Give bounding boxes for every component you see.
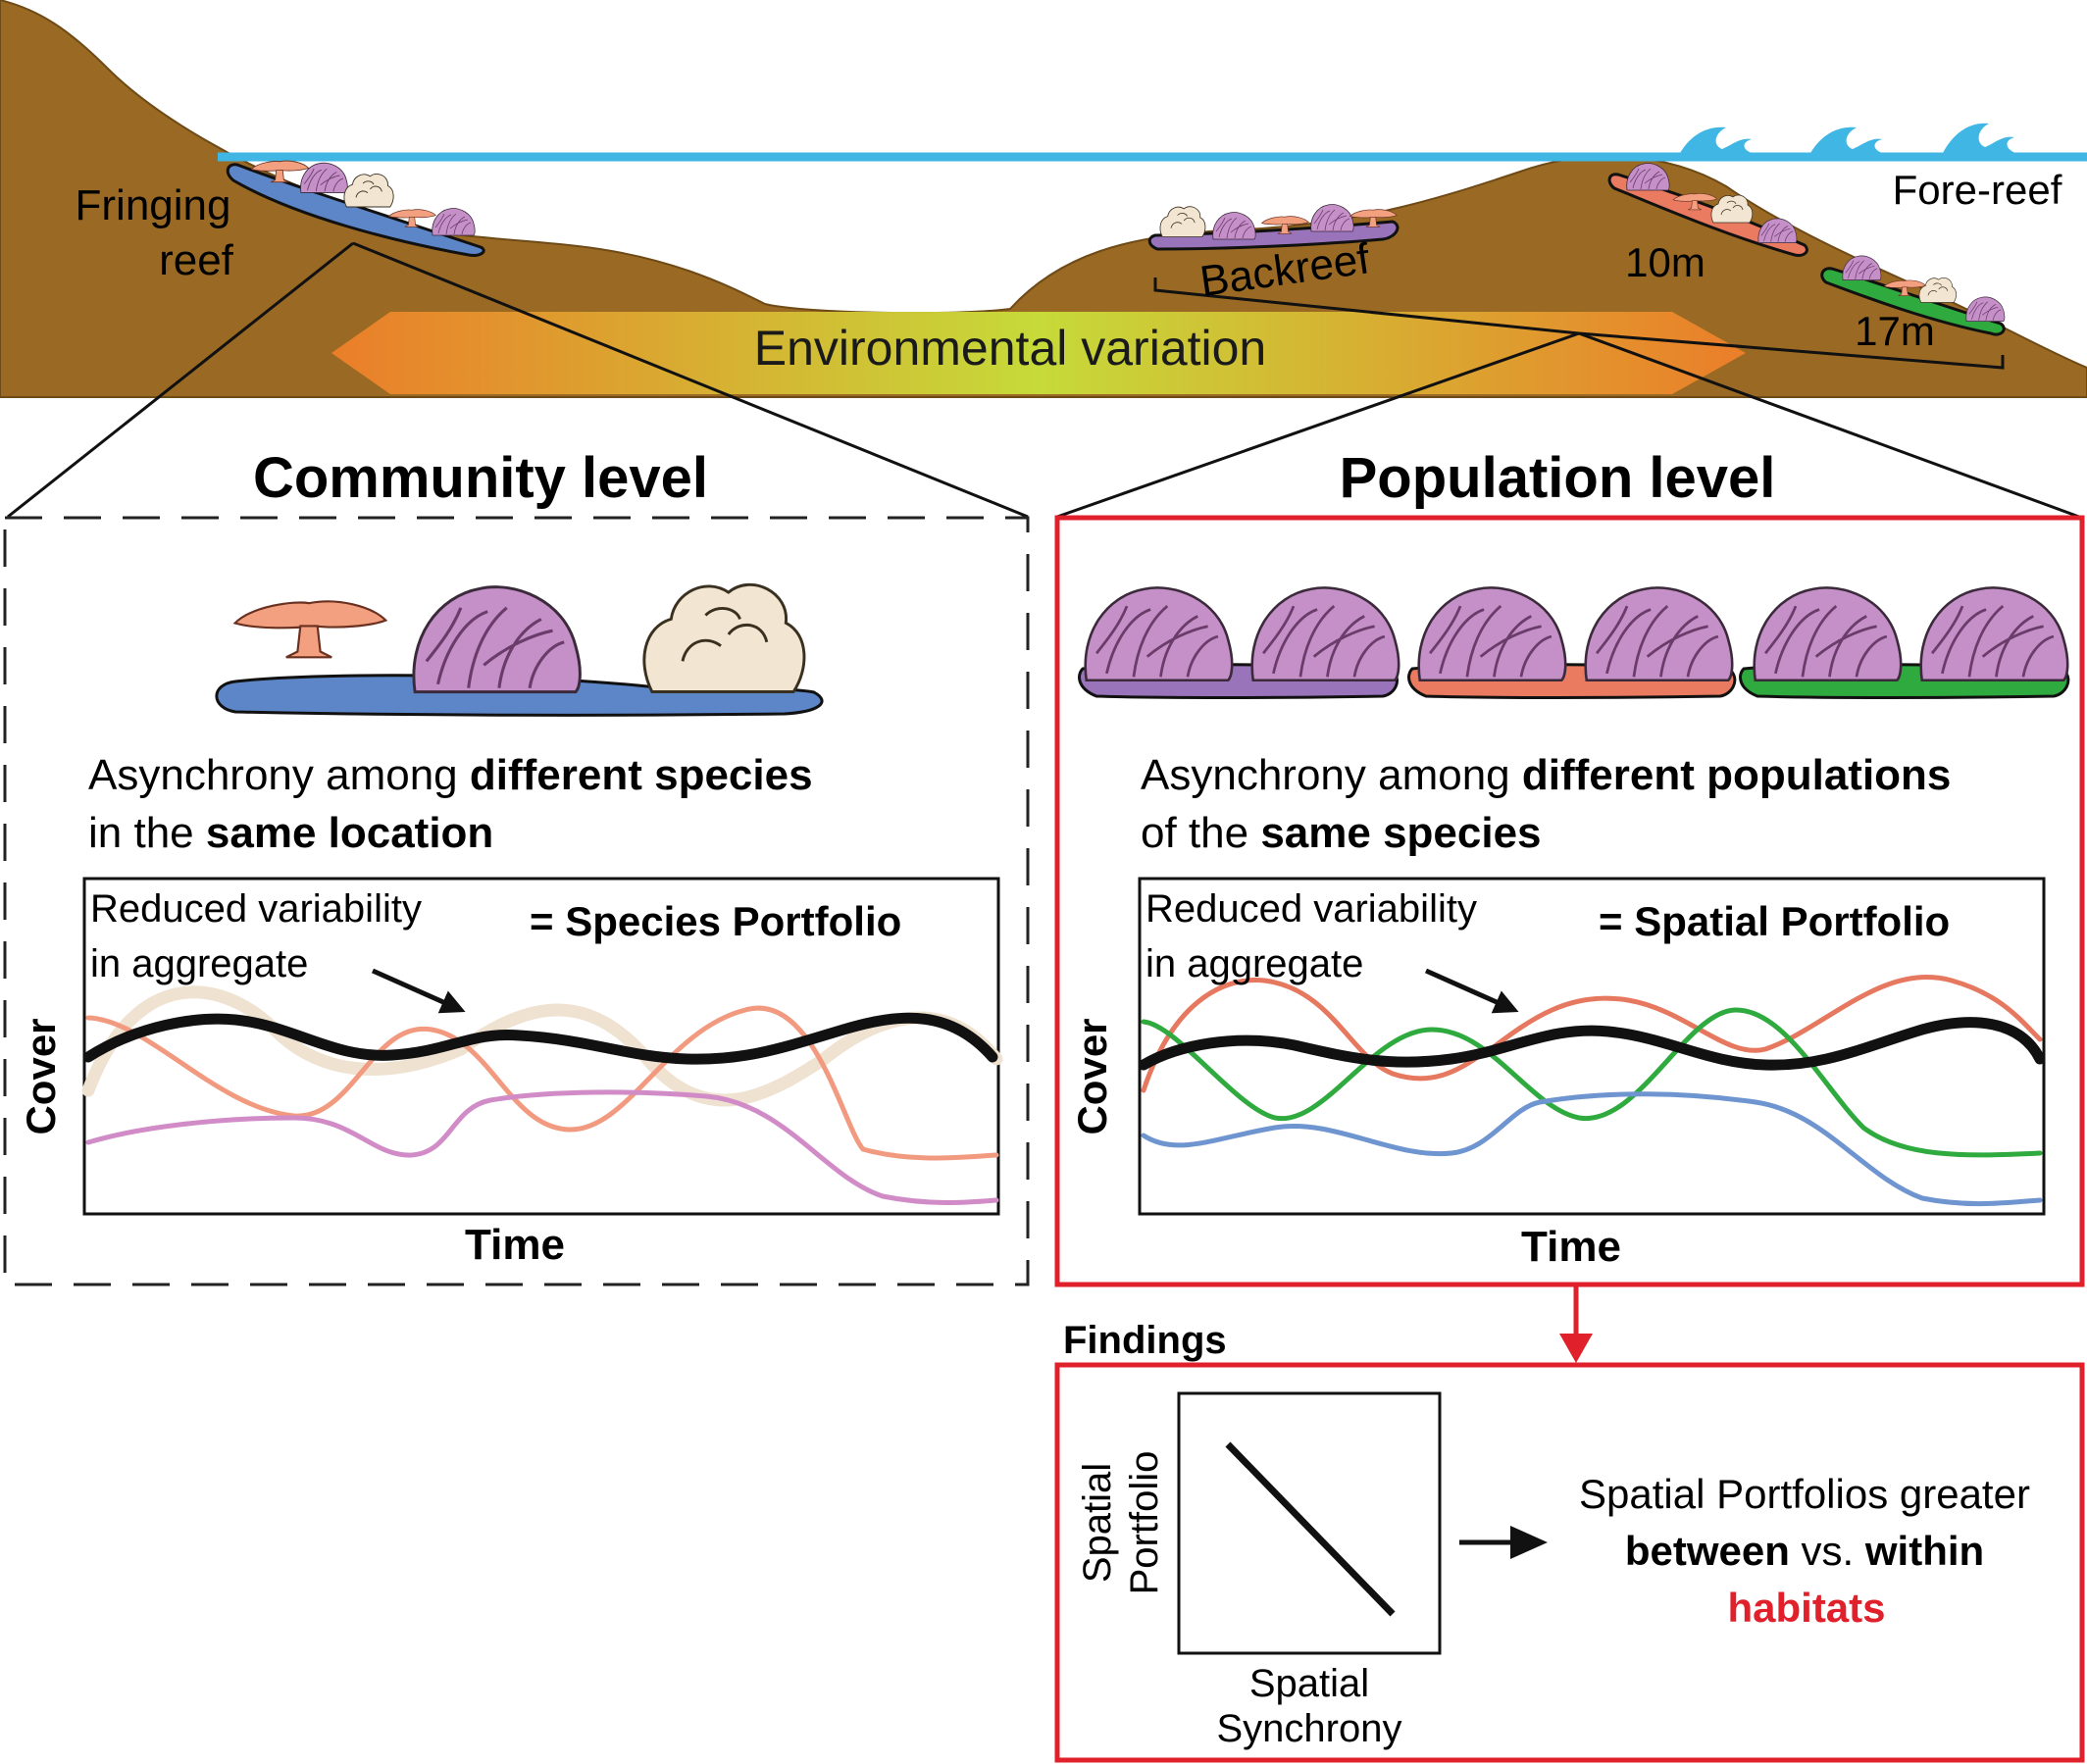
findings-conclusion-line1: Spatial Portfolios greater [1579,1471,2030,1517]
findings-conclusion-line2: between vs. within [1625,1528,1984,1574]
depth-10m-label: 10m [1625,239,1705,285]
findings-y-axis-line2: Portfolio [1123,1451,1166,1595]
population-curve-orange [1141,974,2043,1093]
waves-icon [1679,123,2028,155]
findings-conclusion-highlight: habitats [1727,1585,1885,1631]
depth-17m-label: 17m [1855,308,1935,354]
massive-coral-icon [642,582,806,693]
population-description-line1: Asynchrony among different populations [1141,751,1951,799]
population-note-arrow [1424,968,1519,1014]
branching-coral-icon [1919,586,2069,682]
population-y-axis-label: Cover [1069,1018,1115,1134]
community-description-line1: Asynchrony among different species [88,751,813,799]
findings-label: Findings [1063,1319,1227,1362]
population-frame [1054,515,2085,1287]
population-x-axis-label: Time [1521,1223,1621,1271]
findings-connector-arrow [1559,1286,1593,1363]
branching-coral-icon [1084,586,1234,682]
findings-trend-line [1225,1441,1396,1617]
community-note-line2: in aggregate [90,942,308,985]
population-description-line2: of the same species [1141,809,1542,857]
findings-result-arrow [1459,1526,1548,1559]
population-title: Population level [1340,446,1776,510]
community-title: Community level [253,446,708,510]
findings-x-axis-line2: Synchrony [1217,1707,1402,1750]
community-frame [3,516,1030,1286]
fore-reef-label: Fore-reef [1893,167,2062,213]
population-note-line2: in aggregate [1145,942,1363,985]
table-coral-icon [233,600,387,659]
community-description-line2: in the same location [88,809,493,857]
community-note-arrow [371,968,466,1014]
reef-17m-patch [1820,255,2006,336]
zoom-lines [7,241,2080,519]
population-curves [1138,974,2046,1207]
fringing-reef-patch [226,160,485,257]
community-x-axis-label: Time [465,1221,565,1269]
population-curve-blue [1141,1091,2043,1207]
findings-x-axis-line1: Spatial [1249,1662,1369,1705]
population-note-line1: Reduced variability [1145,887,1477,931]
community-portfolio-label: = Species Portfolio [530,898,901,944]
environmental-variation-label: Environmental variation [754,321,1267,376]
community-note-line1: Reduced variability [90,887,422,931]
reef-cross-section: Environmental variation Fringing reef Ba… [0,0,2087,398]
community-curve-pink [85,1089,999,1205]
population-panel: Population level Asynchrony among differ… [1054,446,2085,1287]
findings-frame [1054,1362,2085,1763]
community-panel: Community level Asynchrony among differe… [3,446,1030,1286]
population-aggregate-curve [1138,1017,2046,1071]
community-curves [81,985,1003,1205]
reef-10m-patch [1607,163,1808,257]
findings-panel: Findings Spatial Portfolio Spatial Synch… [1054,1319,2085,1763]
fringing-reef-label-line2: reef [159,236,234,284]
community-curve-cream [81,985,1003,1107]
population-portfolio-label: = Spatial Portfolio [1599,898,1950,944]
environmental-variation-arrow [331,312,1746,394]
backreef-patch [1147,204,1400,251]
findings-y-axis-line1: Spatial [1076,1463,1119,1583]
branching-coral-icon [412,585,582,694]
branching-coral-icon [1753,586,1903,682]
community-coral-group [215,582,824,717]
population-curve-green [1141,1007,2043,1158]
branching-coral-icon [1250,586,1400,682]
fringing-reef-label-line1: Fringing [76,181,231,229]
community-aggregate-curve [82,1012,998,1065]
branching-coral-icon [1417,586,1567,682]
branching-coral-icon [1584,586,1734,682]
community-y-axis-label: Cover [18,1018,64,1134]
population-coral-group [1078,586,2070,699]
